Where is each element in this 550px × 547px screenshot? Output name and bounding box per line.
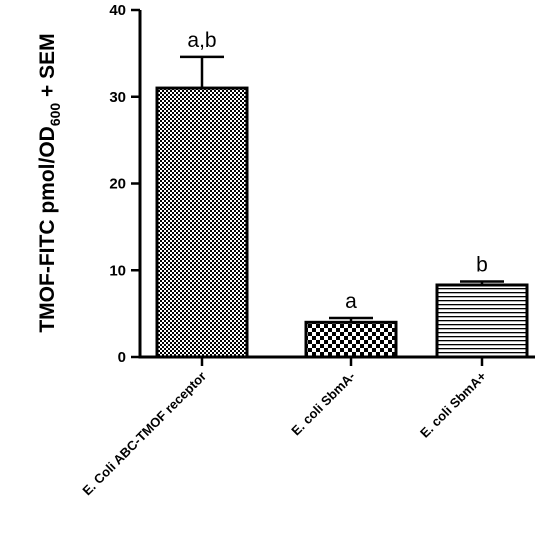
bars: a,b a b <box>155 29 529 359</box>
bar <box>304 320 398 359</box>
y-axis: 0 10 20 30 40 <box>109 2 142 366</box>
y-tick-label: 0 <box>118 349 126 366</box>
y-axis-title: TMOF-FITC pmol/OD600 + SEM <box>36 33 63 332</box>
y-tick-label: 30 <box>109 89 126 106</box>
y-tick-label: 40 <box>109 2 126 19</box>
y-tick-label: 10 <box>109 262 126 279</box>
bar <box>155 86 249 359</box>
y-axis-title-subscript: 600 <box>47 103 63 127</box>
significance-label: a <box>345 290 357 313</box>
y-axis-title-main: TMOF-FITC pmol/OD <box>36 126 59 332</box>
y-axis-title-suffix: + SEM <box>36 33 59 102</box>
x-category-label: E. Coli ABC-TMOF receptor <box>79 369 209 499</box>
category-labels: E. Coli ABC-TMOF receptor E. coli SbmA- E.… <box>79 368 489 498</box>
significance-label: b <box>476 254 488 277</box>
y-tick-label: 20 <box>109 176 126 193</box>
bar <box>435 283 529 359</box>
significance-label: a,b <box>187 29 216 52</box>
x-category-label: E. coli SbmA- <box>288 369 358 439</box>
x-category-label: E. coli SbmA+ <box>417 368 489 440</box>
